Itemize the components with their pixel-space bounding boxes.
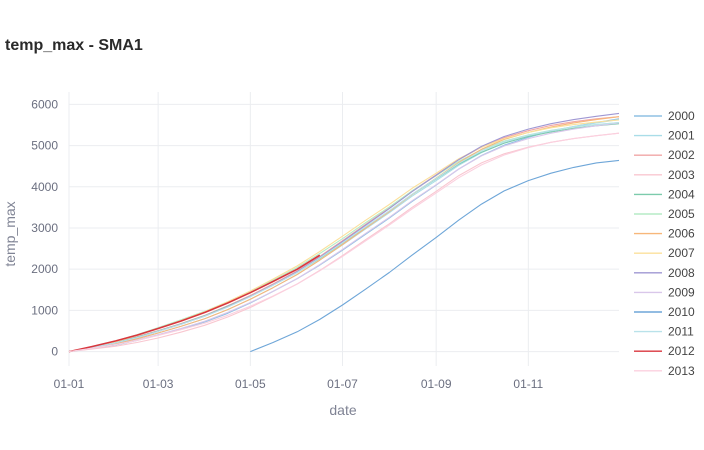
legend-item-2009[interactable]: 2009 xyxy=(634,285,695,299)
x-axis-ticks: 01-01 01-03 01-05 01-07 01-09 01-11 xyxy=(54,377,544,391)
legend-label: 2002 xyxy=(668,148,695,162)
legend-label: 2000 xyxy=(668,109,695,123)
series-line-2007 xyxy=(68,119,620,353)
y-axis-ticks: 0 1000 2000 3000 4000 5000 6000 xyxy=(31,97,58,358)
legend-item-2004[interactable]: 2004 xyxy=(634,187,695,201)
legend-label: 2009 xyxy=(668,285,695,299)
legend-label: 2001 xyxy=(668,129,695,143)
legend-label: 2005 xyxy=(668,207,695,221)
legend-label: 2011 xyxy=(668,325,694,339)
series-line-2005 xyxy=(68,121,620,353)
legend-item-2000[interactable]: 2000 xyxy=(634,109,695,123)
legend-label: 2012 xyxy=(668,344,695,358)
legend-label: 2013 xyxy=(668,364,695,378)
legend-item-2006[interactable]: 2006 xyxy=(634,227,695,241)
plot-lines xyxy=(68,112,620,353)
legend-label: 2007 xyxy=(668,246,695,260)
x-tick-label: 01-07 xyxy=(327,377,358,391)
x-tick-label: 01-05 xyxy=(235,377,266,391)
y-tick-label: 0 xyxy=(51,345,58,359)
legend-label: 2006 xyxy=(668,227,695,241)
legend-item-2003[interactable]: 2003 xyxy=(634,168,695,182)
series-line-2011 xyxy=(68,121,620,353)
series-line-2013 xyxy=(68,132,620,353)
legend[interactable]: 2000 2001 2002 2003 2004 2005 2006 2007 2008 2009… xyxy=(634,109,695,378)
series-line-2009 xyxy=(68,122,620,353)
legend-item-2011[interactable]: 2011 xyxy=(634,325,694,339)
legend-item-2013[interactable]: 2013 xyxy=(634,364,695,378)
legend-item-2012[interactable]: 2012 xyxy=(634,344,695,358)
legend-item-2007[interactable]: 2007 xyxy=(634,246,695,260)
x-tick-label: 01-11 xyxy=(513,377,543,391)
series-line-2010 xyxy=(250,159,620,353)
legend-label: 2003 xyxy=(668,168,695,182)
x-axis-label: date xyxy=(329,402,356,418)
y-tick-label: 5000 xyxy=(31,139,58,153)
x-tick-label: 01-01 xyxy=(54,377,85,391)
legend-item-2010[interactable]: 2010 xyxy=(634,305,695,319)
y-tick-label: 3000 xyxy=(31,221,58,235)
grid-lines xyxy=(68,92,619,366)
legend-item-2005[interactable]: 2005 xyxy=(634,207,695,221)
series-line-2008 xyxy=(68,112,620,353)
y-tick-label: 4000 xyxy=(31,180,58,194)
y-tick-label: 6000 xyxy=(31,97,58,111)
legend-label: 2004 xyxy=(668,187,695,201)
x-tick-label: 01-03 xyxy=(143,377,174,391)
x-tick-label: 01-09 xyxy=(421,377,452,391)
legend-label: 2008 xyxy=(668,266,695,280)
legend-item-2002[interactable]: 2002 xyxy=(634,148,695,162)
y-tick-label: 2000 xyxy=(31,262,58,276)
y-axis-label: temp_max xyxy=(2,201,18,266)
chart-title: temp_max - SMA1 xyxy=(5,37,143,54)
y-tick-label: 1000 xyxy=(31,303,58,317)
series-line-2012 xyxy=(68,254,321,353)
legend-item-2008[interactable]: 2008 xyxy=(634,266,695,280)
series-line-2002 xyxy=(68,116,620,353)
legend-item-2001[interactable]: 2001 xyxy=(634,129,695,143)
legend-label: 2010 xyxy=(668,305,695,319)
series-line-2006 xyxy=(68,116,620,353)
